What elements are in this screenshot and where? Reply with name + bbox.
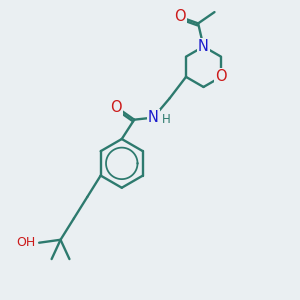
Text: OH: OH [16,236,36,249]
Text: O: O [174,9,185,24]
Text: O: O [111,100,122,115]
Text: O: O [215,69,227,84]
Text: H: H [161,112,170,126]
Text: N: N [198,39,209,54]
Text: N: N [148,110,159,125]
